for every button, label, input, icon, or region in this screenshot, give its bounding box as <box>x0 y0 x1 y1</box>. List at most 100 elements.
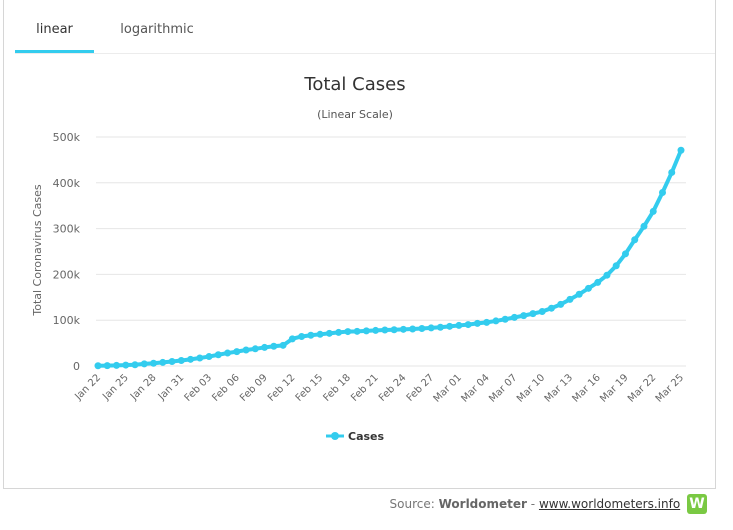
data-point-cases[interactable] <box>557 300 565 308</box>
data-point-cases[interactable] <box>409 325 417 333</box>
data-point-cases[interactable] <box>344 328 352 336</box>
x-tick-label: Mar 13 <box>543 372 575 404</box>
data-point-cases[interactable] <box>325 329 333 337</box>
data-point-cases[interactable] <box>446 322 454 330</box>
x-tick-label: Mar 19 <box>598 372 630 404</box>
data-point-cases[interactable] <box>353 327 361 335</box>
x-tick-label: Jan 25 <box>100 372 131 403</box>
data-point-cases[interactable] <box>390 326 398 334</box>
data-point-cases[interactable] <box>510 313 518 321</box>
chart-panel <box>3 0 716 489</box>
x-tick-label: Feb 03 <box>183 372 215 404</box>
source-prefix: Source: <box>389 497 435 511</box>
series-points-cases <box>94 146 685 370</box>
data-point-cases[interactable] <box>492 317 500 325</box>
x-tick-label: Jan 31 <box>156 372 187 403</box>
data-point-cases[interactable] <box>473 319 481 327</box>
x-tick-label: Feb 24 <box>377 372 409 404</box>
chart-title: Total Cases <box>303 74 405 95</box>
data-point-cases[interactable] <box>594 278 602 286</box>
data-point-cases[interactable] <box>159 358 167 366</box>
tab-logarithmic[interactable]: logarithmic <box>120 22 194 37</box>
y-tick-label: 200k <box>53 268 81 281</box>
legend[interactable]: Cases <box>326 430 385 443</box>
data-point-cases[interactable] <box>307 331 315 339</box>
data-point-cases[interactable] <box>335 328 343 336</box>
data-point-cases[interactable] <box>103 362 111 370</box>
data-point-cases[interactable] <box>455 321 463 329</box>
x-tick-label: Mar 25 <box>654 372 686 404</box>
tab-linear[interactable]: linear <box>15 10 94 53</box>
data-point-cases[interactable] <box>270 342 278 350</box>
data-point-cases[interactable] <box>196 354 204 362</box>
data-point-cases[interactable] <box>242 346 250 354</box>
data-point-cases[interactable] <box>298 332 306 340</box>
data-point-cases[interactable] <box>187 355 195 363</box>
x-tick-label: Feb 12 <box>266 372 298 404</box>
data-point-cases[interactable] <box>621 250 629 258</box>
data-point-cases[interactable] <box>677 146 685 154</box>
legend-swatch-dot <box>331 432 339 440</box>
data-point-cases[interactable] <box>131 361 139 369</box>
data-point-cases[interactable] <box>464 321 472 329</box>
data-point-cases[interactable] <box>584 284 592 292</box>
data-point-cases[interactable] <box>279 341 287 349</box>
data-point-cases[interactable] <box>316 330 324 338</box>
data-point-cases[interactable] <box>529 310 537 318</box>
x-tick-label: Mar 16 <box>570 372 602 404</box>
y-axis-label: Total Coronavirus Cases <box>31 184 44 317</box>
data-point-cases[interactable] <box>501 315 509 323</box>
data-point-cases[interactable] <box>251 345 259 353</box>
data-point-cases[interactable] <box>113 361 121 369</box>
chart-subtitle: (Linear Scale) <box>317 108 393 121</box>
data-point-cases[interactable] <box>122 361 130 369</box>
data-point-cases[interactable] <box>233 348 241 356</box>
x-tick-label: Mar 07 <box>487 372 519 404</box>
x-tick-label: Feb 06 <box>210 372 242 404</box>
x-tick-label: Mar 10 <box>515 372 547 404</box>
data-point-cases[interactable] <box>603 271 611 279</box>
data-point-cases[interactable] <box>140 360 148 368</box>
data-point-cases[interactable] <box>649 207 657 215</box>
data-point-cases[interactable] <box>224 349 232 357</box>
data-point-cases[interactable] <box>640 222 648 230</box>
data-point-cases[interactable] <box>168 358 176 366</box>
data-point-cases[interactable] <box>205 353 213 361</box>
data-point-cases[interactable] <box>177 357 185 365</box>
data-point-cases[interactable] <box>261 343 269 351</box>
data-point-cases[interactable] <box>399 325 407 333</box>
data-point-cases[interactable] <box>631 236 639 244</box>
x-tick-label: Mar 22 <box>626 372 658 404</box>
data-point-cases[interactable] <box>575 290 583 298</box>
data-point-cases[interactable] <box>418 325 426 333</box>
data-point-cases[interactable] <box>520 312 528 320</box>
legend-label-cases: Cases <box>348 430 385 443</box>
data-point-cases[interactable] <box>436 323 444 331</box>
tabs-divider <box>15 53 715 54</box>
data-point-cases[interactable] <box>538 308 546 316</box>
y-tick-label: 400k <box>53 177 81 190</box>
data-point-cases[interactable] <box>381 326 389 334</box>
x-tick-label: Mar 04 <box>459 372 491 404</box>
y-tick-label: 500k <box>53 131 81 144</box>
data-point-cases[interactable] <box>566 295 574 303</box>
data-point-cases[interactable] <box>150 359 158 367</box>
data-point-cases[interactable] <box>483 318 491 326</box>
data-point-cases[interactable] <box>214 351 222 359</box>
data-point-cases[interactable] <box>372 326 380 334</box>
data-point-cases[interactable] <box>547 304 555 312</box>
data-point-cases[interactable] <box>668 168 676 176</box>
x-tick-label: Feb 18 <box>321 372 353 404</box>
data-point-cases[interactable] <box>427 324 435 332</box>
x-tick-label: Jan 28 <box>128 372 159 403</box>
series-line-cases <box>96 148 683 368</box>
worldometer-logo-icon[interactable]: W <box>687 494 707 514</box>
data-point-cases[interactable] <box>94 362 102 370</box>
data-point-cases[interactable] <box>658 188 666 196</box>
source-link[interactable]: www.worldometers.info <box>538 497 681 511</box>
data-point-cases[interactable] <box>288 335 296 343</box>
data-point-cases[interactable] <box>612 262 620 270</box>
data-point-cases[interactable] <box>362 327 370 335</box>
x-tick-label: Jan 22 <box>72 372 103 403</box>
